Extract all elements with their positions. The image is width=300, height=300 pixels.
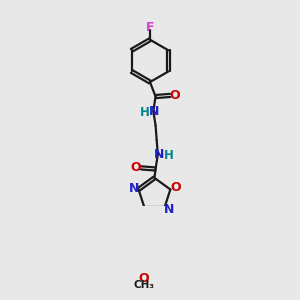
Text: H: H [140,106,150,119]
Text: CH₃: CH₃ [134,280,154,290]
Text: O: O [138,272,149,285]
Text: H: H [164,149,173,162]
Text: O: O [170,89,180,102]
Text: O: O [131,161,142,174]
Text: N: N [149,105,160,118]
Text: N: N [164,203,174,216]
Text: N: N [154,148,164,161]
Text: F: F [146,21,154,34]
Text: O: O [170,181,181,194]
Text: N: N [128,182,139,195]
